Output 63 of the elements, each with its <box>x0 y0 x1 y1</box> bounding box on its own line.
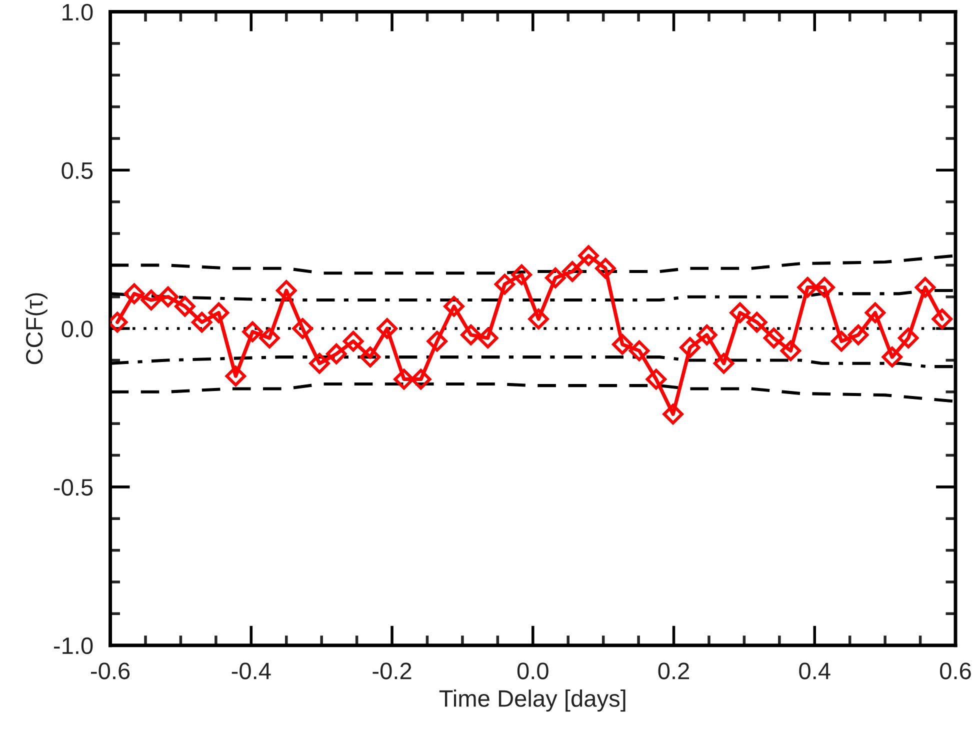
x-tick-label: 0.4 <box>799 662 830 680</box>
point <box>376 318 398 339</box>
point <box>545 267 566 288</box>
point <box>797 276 818 298</box>
point <box>309 353 330 374</box>
point <box>746 312 768 333</box>
point <box>394 368 414 390</box>
point <box>124 283 145 304</box>
point <box>882 346 902 368</box>
point <box>578 245 599 266</box>
point <box>225 366 246 386</box>
point <box>276 280 297 301</box>
point <box>763 328 784 348</box>
y-tick-label: 0.0 <box>62 320 93 338</box>
point <box>780 340 802 362</box>
point <box>814 276 835 298</box>
point <box>562 261 583 282</box>
point <box>494 274 516 295</box>
point <box>898 328 919 348</box>
point <box>360 346 381 368</box>
point <box>326 344 347 364</box>
point <box>528 308 549 330</box>
y-tick-label: -1.0 <box>54 637 93 654</box>
point <box>914 276 936 298</box>
point <box>342 330 364 352</box>
point <box>696 324 718 346</box>
y-tick-label: -0.5 <box>54 479 93 496</box>
point <box>595 258 616 279</box>
point <box>713 353 734 374</box>
point <box>646 368 667 390</box>
point <box>864 302 886 324</box>
point <box>628 340 650 362</box>
point <box>191 312 212 333</box>
point <box>680 337 700 358</box>
point <box>426 330 448 352</box>
point <box>511 264 532 286</box>
y-tick-label: 1.0 <box>62 4 93 21</box>
point <box>174 296 196 317</box>
point <box>848 324 869 346</box>
x-tick-label: -0.6 <box>90 662 130 680</box>
point <box>242 321 263 342</box>
point <box>292 318 313 339</box>
x-tick-label: 0.2 <box>658 662 689 680</box>
point <box>932 308 952 330</box>
point <box>662 404 684 424</box>
point <box>730 302 750 324</box>
x-tick-label: 0.0 <box>517 662 548 680</box>
point <box>444 296 464 317</box>
point <box>831 330 852 352</box>
x-tick-label: -0.4 <box>232 662 271 680</box>
point <box>460 324 482 346</box>
point <box>259 328 280 348</box>
x-tick-label: -0.2 <box>372 662 412 680</box>
x-tick-label: 0.6 <box>940 662 971 680</box>
point <box>410 368 432 390</box>
x-axis-title: Time Delay [days] <box>439 690 626 712</box>
y-axis-title: CCF(τ) <box>25 293 48 364</box>
point <box>158 286 178 308</box>
point <box>477 328 498 348</box>
point <box>140 290 162 310</box>
point <box>612 334 633 355</box>
point <box>208 302 230 324</box>
y-tick-label: 0.5 <box>62 162 93 179</box>
